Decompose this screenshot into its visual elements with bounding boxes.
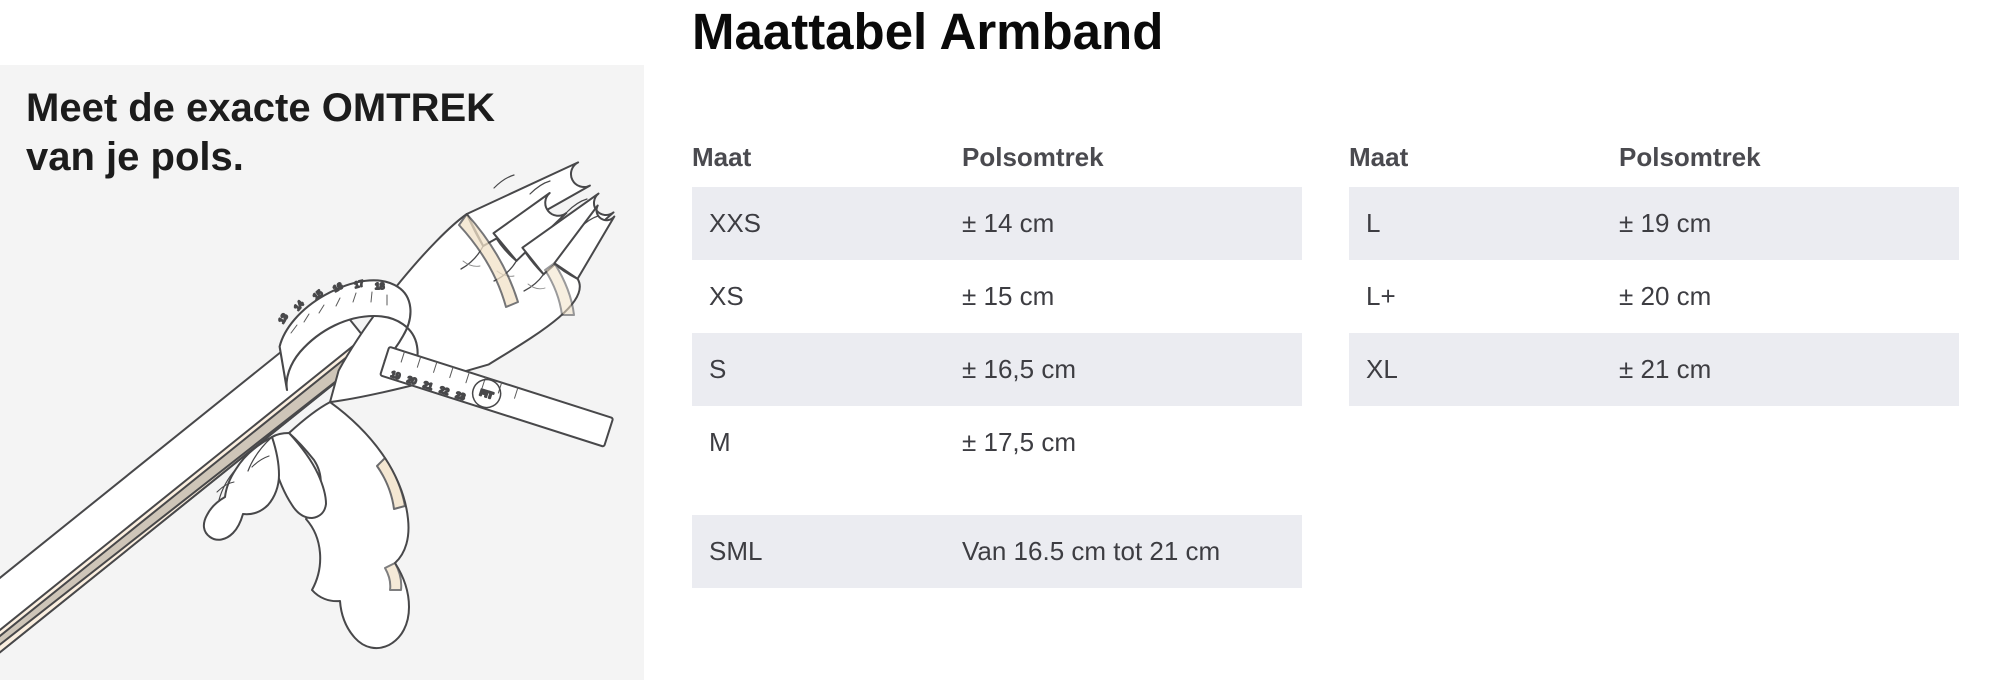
svg-text:18: 18 — [375, 281, 385, 291]
svg-text:13: 13 — [276, 312, 290, 326]
